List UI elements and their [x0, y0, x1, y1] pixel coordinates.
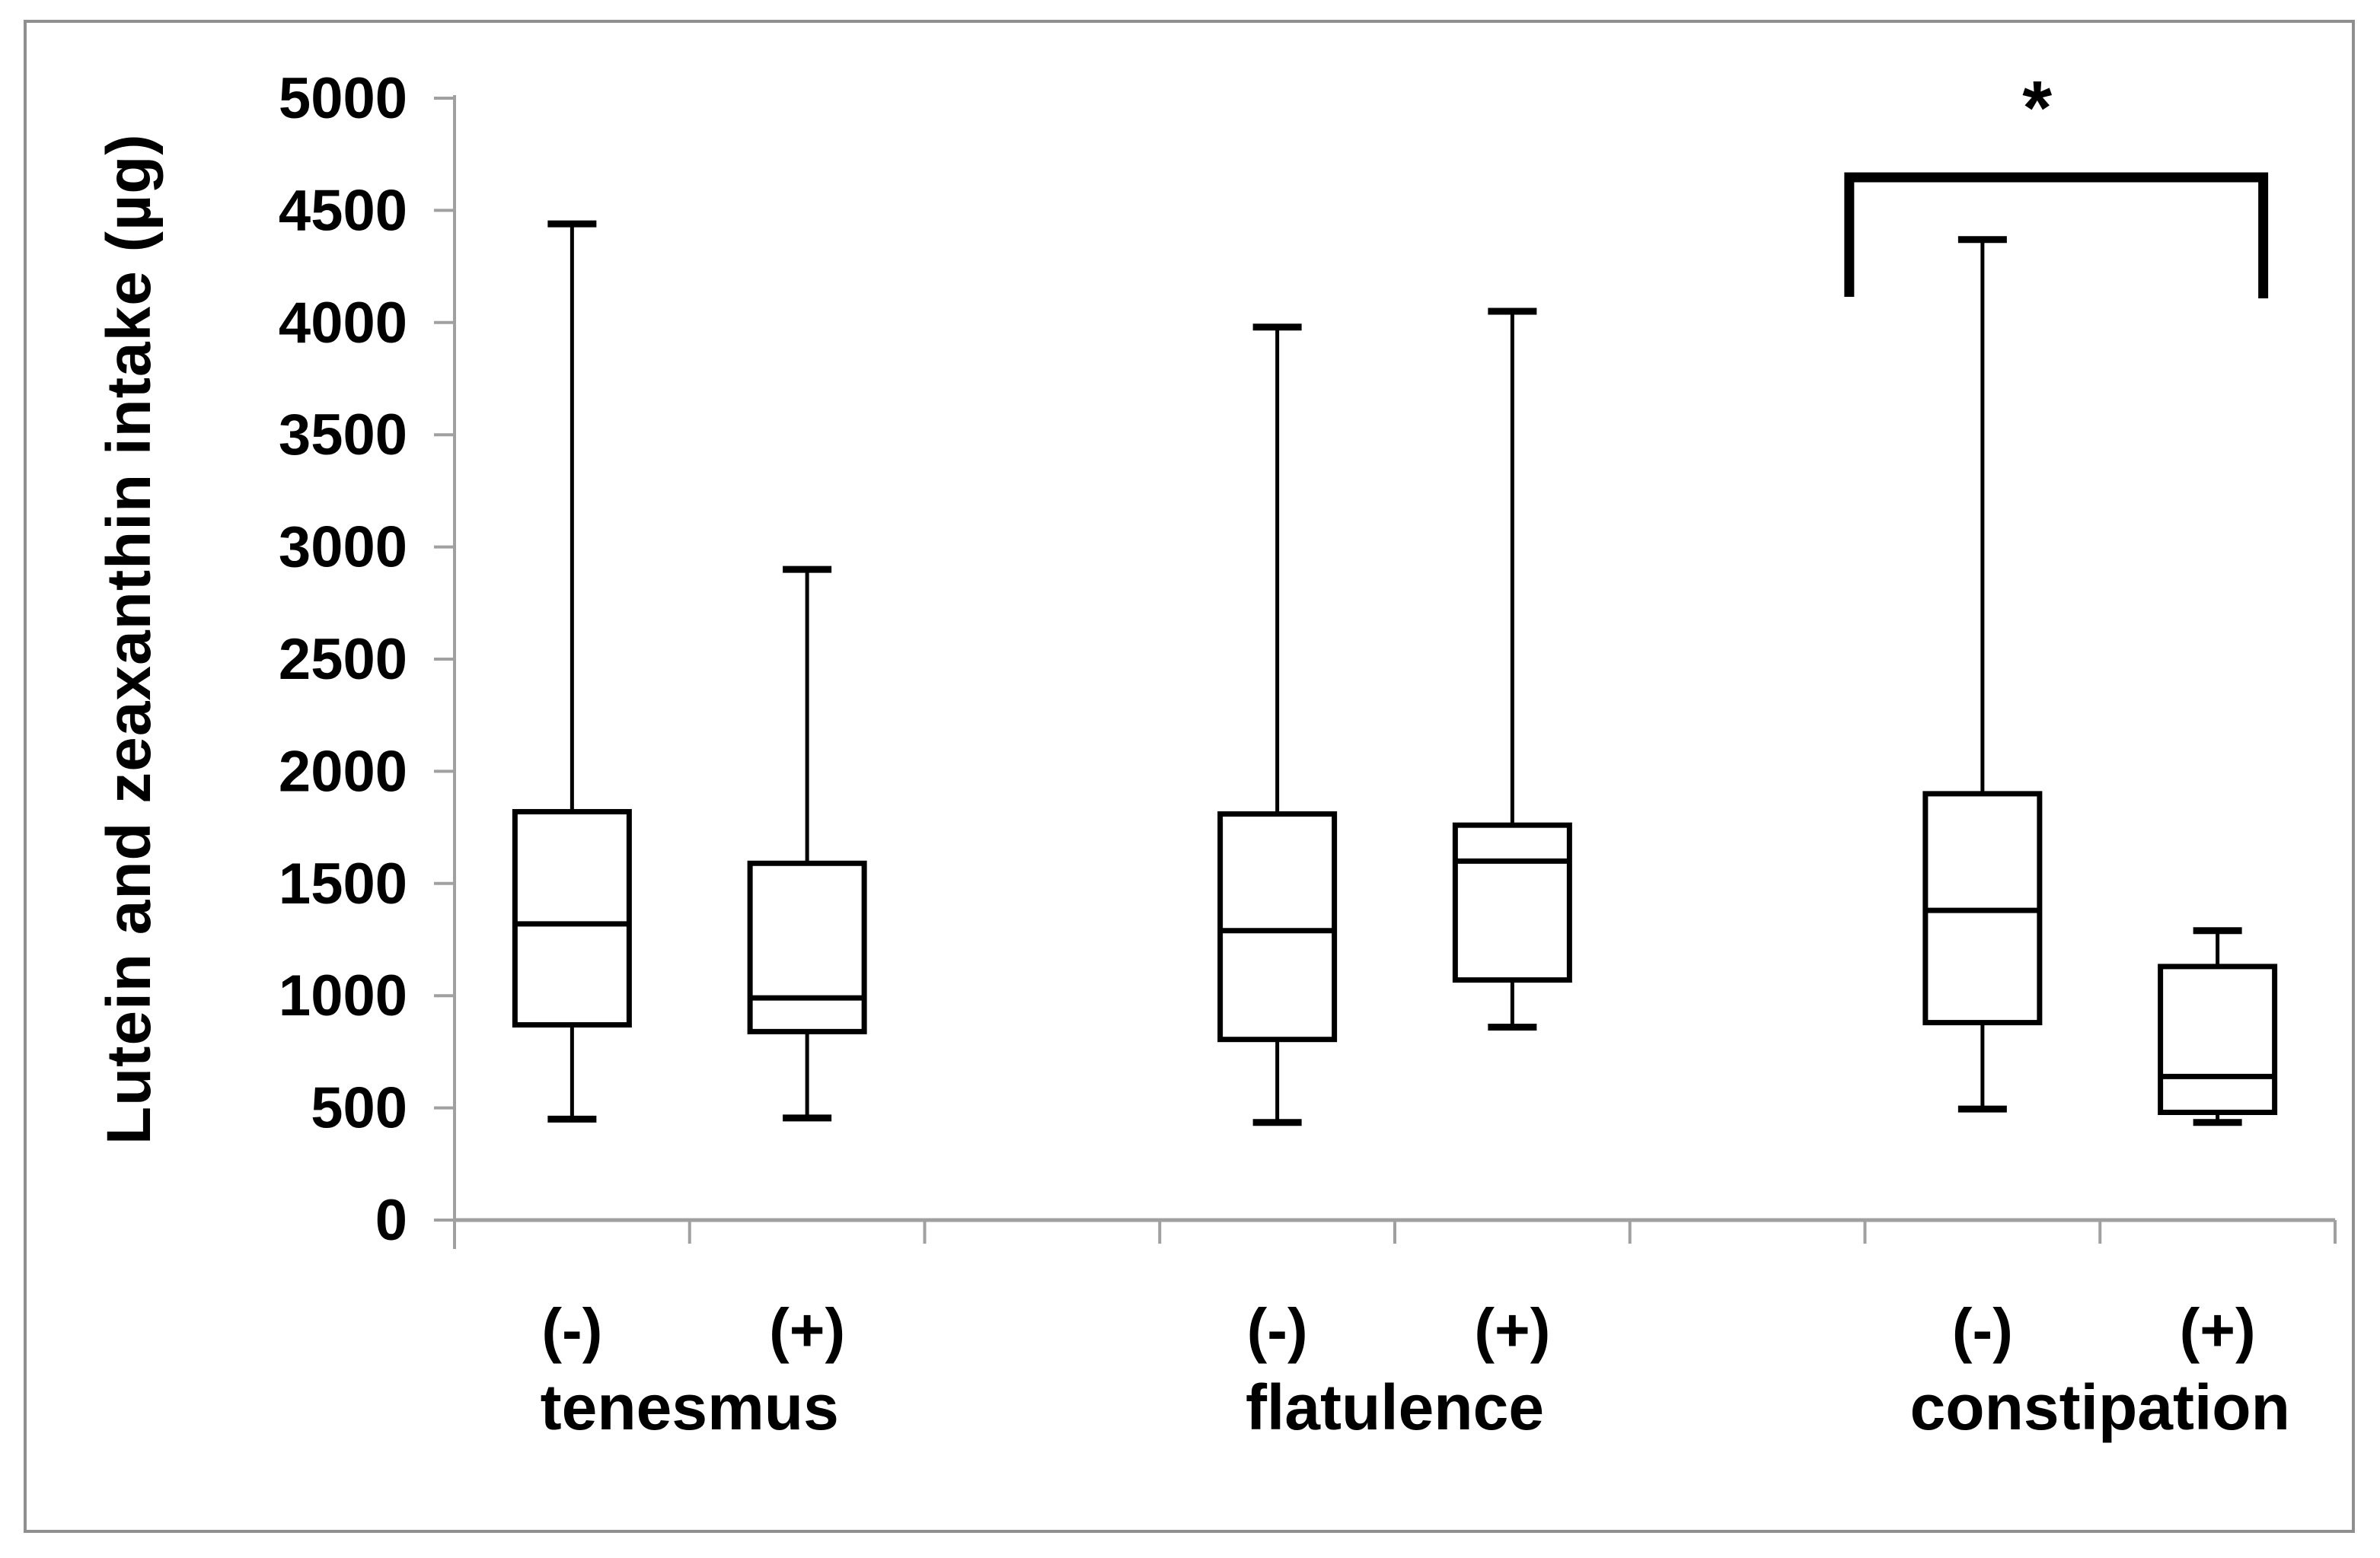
y-tick-label: 500: [311, 1076, 407, 1141]
box-sub-label: (-): [1952, 1296, 2013, 1364]
group-label: flatulence: [1246, 1372, 1544, 1443]
y-tick-label: 1500: [279, 852, 407, 916]
iqr-box: [1452, 822, 1572, 983]
y-tick-label: 3500: [279, 403, 407, 467]
y-axis-title: Lutein and zeaxanthin intake (µg): [94, 133, 164, 1145]
box-sub-label: (-): [541, 1296, 602, 1364]
y-tick-label: 4500: [279, 178, 407, 243]
group-label: tenesmus: [541, 1372, 839, 1443]
y-tick-label: 2000: [279, 739, 407, 804]
group-label: constipation: [1910, 1372, 2290, 1443]
y-tick-label: 4000: [279, 291, 407, 355]
box-sub-label: (+): [2180, 1296, 2256, 1364]
iqr-box: [2158, 964, 2278, 1115]
y-tick-label: 0: [375, 1188, 407, 1253]
y-tick-label: 5000: [279, 66, 407, 131]
y-tick-label: 2500: [279, 627, 407, 692]
iqr-box: [512, 808, 632, 1028]
y-tick-label: 1000: [279, 964, 407, 1028]
box-sub-label: (+): [769, 1296, 845, 1364]
iqr-box: [1217, 811, 1338, 1043]
significance-bracket: [1844, 172, 2269, 298]
y-tick-label: 3000: [279, 515, 407, 580]
box-sub-label: (+): [1474, 1296, 1550, 1364]
significance-asterisk: *: [2022, 65, 2052, 151]
box-sub-label: (-): [1247, 1296, 1308, 1364]
iqr-box: [747, 860, 867, 1034]
